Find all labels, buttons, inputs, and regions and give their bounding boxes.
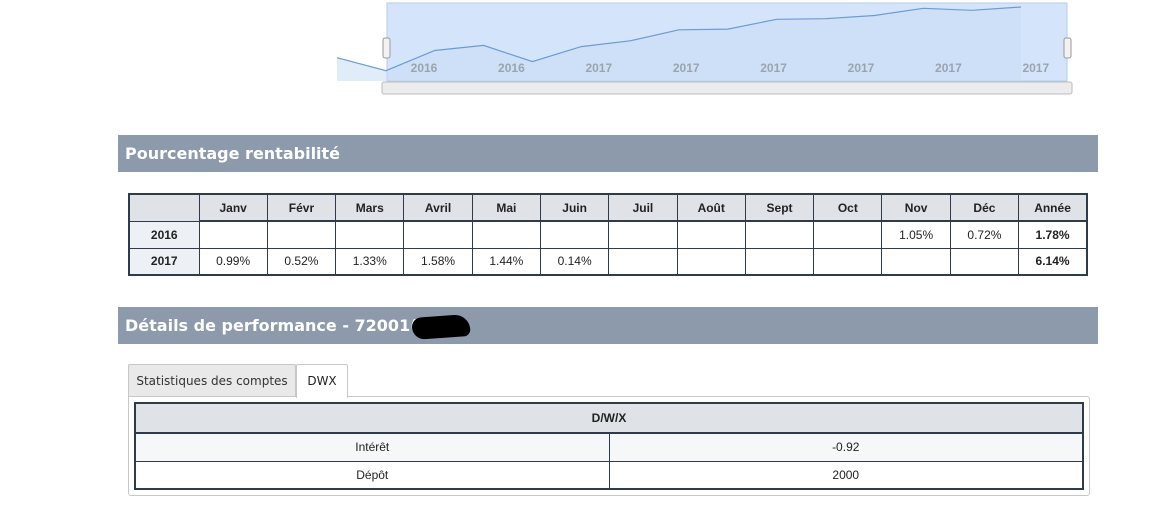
navigator-tick-label: 2017: [1022, 61, 1049, 75]
rentabilite-corner-cell: [128, 193, 200, 222]
rentabilite-section-title: Pourcentage rentabilité: [118, 135, 1098, 172]
rentabilite-header-row: Janv Févr Mars Avril Mai Juin Juil Août Sept Oct N…: [128, 193, 1088, 222]
column-header: Sept: [744, 193, 815, 222]
navigator-scrollbar[interactable]: [381, 81, 1073, 95]
monthly-return-cell: [881, 247, 951, 276]
column-header: Mars: [335, 193, 405, 222]
row-year-label: 2017: [128, 247, 200, 276]
monthly-return-cell: [266, 220, 337, 249]
navigator-series-line: [336, 6, 1022, 72]
tab-dwx[interactable]: DWX: [296, 364, 348, 398]
monthly-return-cell: 1.33%: [335, 247, 405, 276]
dwx-row-label: Intérêt: [134, 432, 610, 462]
dwx-table: D/W/X Intérêt -0.92 Dépôt 2000: [134, 402, 1084, 490]
navigator-tick-label: 2017: [673, 61, 700, 75]
column-header: Juin: [539, 193, 610, 222]
rentabilite-table: Janv Févr Mars Avril Mai Juin Juil Août Sept Oct N…: [128, 193, 1088, 276]
performance-title-text: Détails de performance - 72001(: [125, 316, 418, 335]
annual-return-cell: 6.14%: [1018, 247, 1088, 276]
column-header: Année: [1018, 193, 1088, 222]
column-header: Juil: [608, 193, 678, 222]
column-header: Oct: [813, 193, 883, 222]
monthly-return-cell: 1.58%: [403, 247, 473, 276]
tab-panel-dwx: D/W/X Intérêt -0.92 Dépôt 2000: [128, 396, 1090, 496]
navigator-tick-label: 2017: [585, 61, 612, 75]
navigator-tick-labels: 2016 2016 2017 2017 2017 2017 2017 2017: [411, 61, 1050, 75]
chart-navigator[interactable]: 2016 2016 2017 2017 2017 2017 2017 2017: [0, 0, 1151, 100]
table-row: Dépôt 2000: [134, 460, 1084, 490]
table-row: 2017 0.99% 0.52% 1.33% 1.58% 1.44% 0.14% 6.14%: [128, 247, 1088, 276]
column-header: Mai: [471, 193, 541, 222]
performance-section-title: Détails de performance - 72001(: [118, 307, 1098, 344]
monthly-return-cell: [471, 220, 541, 249]
monthly-return-cell: 0.99%: [198, 247, 268, 276]
dwx-row-label: Dépôt: [134, 460, 610, 490]
navigator-series-area: [337, 7, 1021, 81]
tab-statistiques-des-comptes[interactable]: Statistiques des comptes: [128, 364, 296, 397]
navigator-right-handle[interactable]: [1063, 37, 1072, 59]
monthly-return-cell: [608, 247, 678, 276]
dwx-row-value: 2000: [608, 460, 1084, 490]
navigator-tick-label: 2016: [411, 61, 438, 75]
column-header: Févr: [266, 193, 337, 222]
monthly-return-cell: [539, 220, 610, 249]
monthly-return-cell: [198, 220, 268, 249]
row-year-label: 2016: [128, 220, 200, 249]
column-header: Août: [676, 193, 746, 222]
monthly-return-cell: [744, 247, 815, 276]
navigator-tick-label: 2017: [760, 61, 787, 75]
monthly-return-cell: [403, 220, 473, 249]
dwx-table-header: D/W/X: [135, 403, 1083, 434]
monthly-return-cell: [744, 220, 815, 249]
table-row: Intérêt -0.92: [134, 432, 1084, 462]
monthly-return-cell: [676, 247, 746, 276]
column-header: Janv: [198, 193, 268, 222]
monthly-return-cell: [949, 247, 1020, 276]
monthly-return-cell: 1.44%: [471, 247, 541, 276]
monthly-return-cell: [813, 247, 883, 276]
navigator-left-handle[interactable]: [382, 37, 391, 59]
column-header: Avril: [403, 193, 473, 222]
monthly-return-cell: [676, 220, 746, 249]
navigator-tick-label: 2017: [848, 61, 875, 75]
monthly-return-cell: 0.14%: [539, 247, 610, 276]
monthly-return-cell: [335, 220, 405, 249]
navigator-tick-label: 2017: [935, 61, 962, 75]
dwx-row-value: -0.92: [608, 432, 1084, 462]
monthly-return-cell: 1.05%: [881, 220, 951, 249]
table-row: 2016 1.05% 0.72% 1.78%: [128, 220, 1088, 249]
monthly-return-cell: 0.52%: [266, 247, 337, 276]
column-header: Nov: [881, 193, 951, 222]
monthly-return-cell: [608, 220, 678, 249]
redaction-mark: [410, 313, 471, 340]
monthly-return-cell: 0.72%: [949, 220, 1020, 249]
column-header: Déc: [949, 193, 1020, 222]
navigator-tick-label: 2016: [498, 61, 525, 75]
annual-return-cell: 1.78%: [1018, 220, 1088, 249]
monthly-return-cell: [813, 220, 883, 249]
